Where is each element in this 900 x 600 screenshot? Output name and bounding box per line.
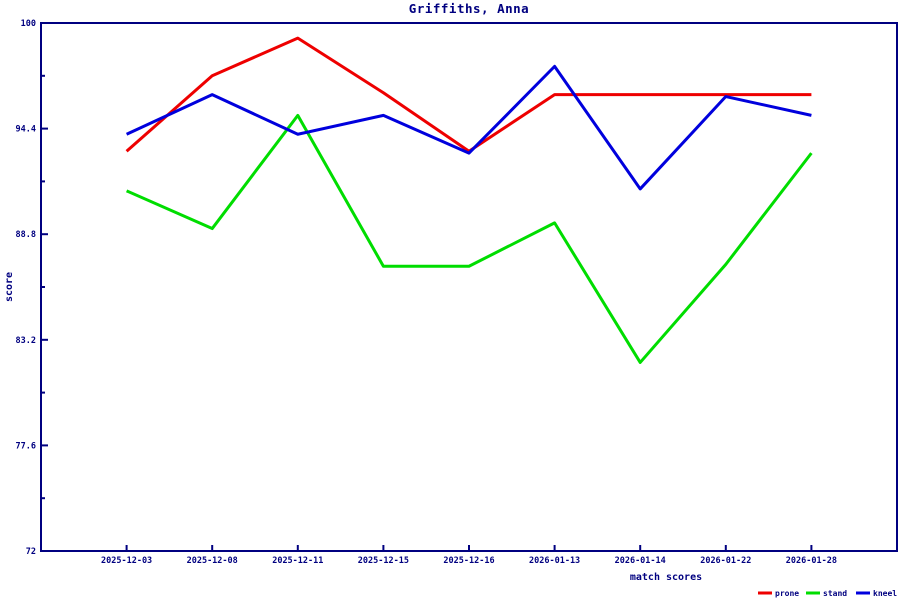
series-line-kneel: [125, 64, 812, 191]
legend: prone stand kneel: [758, 589, 897, 598]
y-tick-label: 83.2: [16, 336, 36, 346]
series-line-prone: [125, 36, 812, 153]
x-tick-label: 2026-01-28: [786, 556, 837, 566]
y-tick-label: 94.4: [16, 125, 36, 135]
x-tick-label: 2025-12-11: [272, 556, 323, 566]
x-tick-label: 2025-12-16: [443, 556, 494, 566]
legend-item-kneel: kneel: [856, 589, 897, 598]
y-tick-label: 77.6: [16, 441, 36, 451]
x-tick-label: 2025-12-03: [101, 556, 152, 566]
plot-frame: [40, 22, 898, 552]
legend-item-stand: stand: [806, 589, 847, 598]
y-tick-label: 100: [21, 19, 36, 29]
x-tick-label: 2026-01-14: [615, 556, 666, 566]
plot-area: 100 94.4 88.8 83.2 77.6 72 2025-12-03 2025-12-0…: [16, 19, 898, 566]
y-tick-label: 88.8: [16, 230, 36, 240]
chart-title: Griffiths, Anna: [409, 1, 529, 16]
legend-label-prone: prone: [775, 589, 799, 598]
x-tick-label: 2026-01-22: [700, 556, 751, 566]
x-axis-label: match scores: [630, 572, 702, 583]
legend-label-stand: stand: [823, 589, 847, 598]
legend-item-prone: prone: [758, 589, 799, 598]
legend-label-kneel: kneel: [873, 589, 897, 598]
x-tick-label: 2025-12-15: [358, 556, 409, 566]
x-tick-label: 2026-01-13: [529, 556, 580, 566]
x-tick-label: 2025-12-08: [187, 556, 238, 566]
y-tick-label: 72: [26, 547, 36, 557]
y-axis-label: score: [4, 272, 15, 302]
series-line-stand: [125, 113, 813, 364]
